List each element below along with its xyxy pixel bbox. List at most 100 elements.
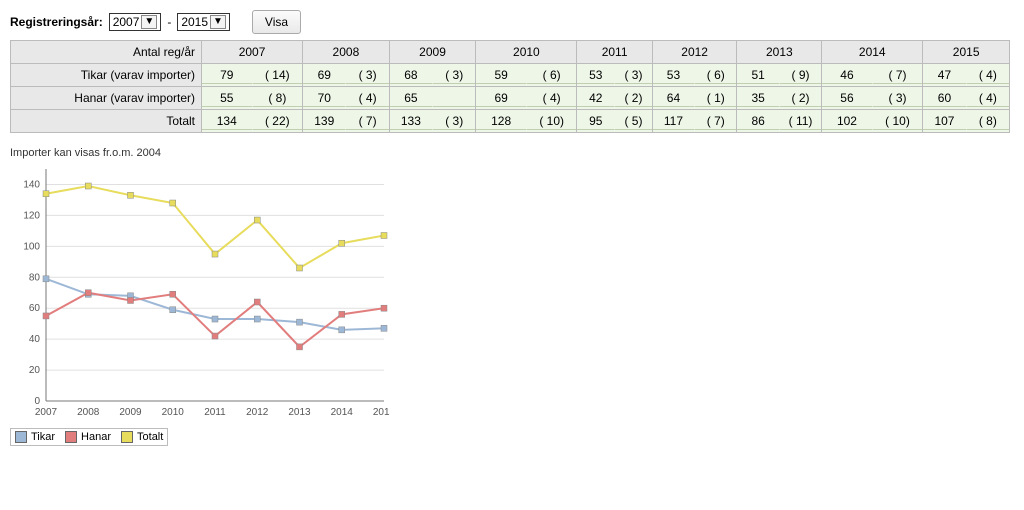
cell-import: ( 6) bbox=[527, 67, 577, 84]
year-from-value: 2007 bbox=[113, 15, 140, 29]
year-header: 2008 bbox=[303, 41, 390, 64]
cell-import: ( 1) bbox=[695, 90, 736, 107]
row-label: Hanar (varav importer) bbox=[11, 87, 202, 110]
year-header: 2007 bbox=[202, 41, 303, 64]
cell-value: 117 bbox=[653, 113, 695, 130]
cell-import: ( 14) bbox=[253, 67, 303, 84]
chart-svg: 0204060801001201402007200820092010201120… bbox=[10, 163, 390, 423]
cell-import: ( 7) bbox=[695, 113, 736, 130]
data-cell: 86( 11) bbox=[737, 110, 822, 133]
cell-value: 133 bbox=[390, 113, 433, 130]
cell-value: 86 bbox=[737, 113, 779, 130]
chevron-down-icon: ▼ bbox=[210, 15, 226, 29]
svg-text:80: 80 bbox=[29, 272, 41, 283]
svg-text:2015: 2015 bbox=[373, 407, 390, 418]
chart-legend: TikarHanarTotalt bbox=[10, 428, 168, 446]
year-header: 2013 bbox=[737, 41, 822, 64]
cell-import: ( 9) bbox=[780, 67, 821, 84]
cell-value: 139 bbox=[303, 113, 346, 130]
show-button[interactable]: Visa bbox=[252, 10, 301, 34]
year-to-value: 2015 bbox=[181, 15, 208, 29]
svg-text:40: 40 bbox=[29, 334, 41, 345]
cell-import: ( 5) bbox=[615, 113, 652, 130]
svg-text:2009: 2009 bbox=[119, 407, 142, 418]
cell-value: 134 bbox=[202, 113, 253, 130]
year-header: 2011 bbox=[577, 41, 652, 64]
data-cell: 53( 3) bbox=[577, 64, 652, 87]
legend-swatch bbox=[15, 431, 27, 443]
data-cell: 51( 9) bbox=[737, 64, 822, 87]
svg-text:140: 140 bbox=[23, 179, 40, 190]
legend-label: Tikar bbox=[31, 431, 55, 443]
cell-value: 107 bbox=[923, 113, 966, 130]
cell-import: ( 2) bbox=[780, 90, 821, 107]
cell-import: ( 8) bbox=[253, 90, 303, 107]
data-cell: 139( 7) bbox=[303, 110, 390, 133]
cell-value: 51 bbox=[737, 67, 779, 84]
cell-value: 53 bbox=[577, 67, 615, 84]
cell-import: ( 3) bbox=[873, 90, 923, 107]
cell-value: 69 bbox=[476, 90, 527, 107]
data-cell: 134( 22) bbox=[202, 110, 303, 133]
svg-text:100: 100 bbox=[23, 241, 40, 252]
cell-value: 128 bbox=[476, 113, 527, 130]
filter-controls: Registreringsår: 2007 ▼ - 2015 ▼ Visa bbox=[10, 10, 1014, 34]
registrations-chart: 0204060801001201402007200820092010201120… bbox=[10, 163, 390, 446]
cell-import: ( 3) bbox=[346, 67, 388, 84]
data-cell: 68( 3) bbox=[389, 64, 476, 87]
registrations-table: Antal reg/år 200720082009201020112012201… bbox=[10, 40, 1010, 133]
svg-text:2014: 2014 bbox=[331, 407, 354, 418]
cell-value: 55 bbox=[202, 90, 253, 107]
data-cell: 133( 3) bbox=[389, 110, 476, 133]
table-row: Tikar (varav importer)79( 14)69( 3)68( 3… bbox=[11, 64, 1010, 87]
data-cell: 53( 6) bbox=[652, 64, 737, 87]
cell-value: 79 bbox=[202, 67, 253, 84]
data-cell: 60( 4) bbox=[923, 87, 1010, 110]
cell-import bbox=[433, 90, 475, 107]
data-cell: 69( 3) bbox=[303, 64, 390, 87]
data-cell: 117( 7) bbox=[652, 110, 737, 133]
data-cell: 64( 1) bbox=[652, 87, 737, 110]
data-cell: 95( 5) bbox=[577, 110, 652, 133]
legend-swatch bbox=[121, 431, 133, 443]
cell-value: 64 bbox=[653, 90, 695, 107]
import-note: Importer kan visas fr.o.m. 2004 bbox=[10, 147, 1014, 159]
cell-value: 56 bbox=[822, 90, 873, 107]
cell-import: ( 3) bbox=[433, 113, 475, 130]
svg-text:2011: 2011 bbox=[204, 407, 226, 418]
cell-import: ( 2) bbox=[615, 90, 652, 107]
year-label: Registreringsår: bbox=[10, 15, 103, 29]
data-cell: 107( 8) bbox=[923, 110, 1010, 133]
row-label: Tikar (varav importer) bbox=[11, 64, 202, 87]
year-header: 2015 bbox=[923, 41, 1010, 64]
cell-value: 53 bbox=[653, 67, 695, 84]
year-from-select[interactable]: 2007 ▼ bbox=[109, 13, 162, 31]
row-label: Totalt bbox=[11, 110, 202, 133]
data-cell: 47( 4) bbox=[923, 64, 1010, 87]
svg-text:2013: 2013 bbox=[288, 407, 311, 418]
cell-value: 42 bbox=[577, 90, 615, 107]
data-cell: 128( 10) bbox=[476, 110, 577, 133]
chevron-down-icon: ▼ bbox=[141, 15, 157, 29]
svg-text:0: 0 bbox=[34, 396, 40, 407]
cell-import: ( 11) bbox=[780, 113, 821, 130]
legend-swatch bbox=[65, 431, 77, 443]
cell-value: 68 bbox=[390, 67, 433, 84]
data-cell: 70( 4) bbox=[303, 87, 390, 110]
year-dash: - bbox=[167, 15, 171, 29]
table-row: Totalt134( 22)139( 7)133( 3)128( 10)95( … bbox=[11, 110, 1010, 133]
data-cell: 46( 7) bbox=[822, 64, 923, 87]
cell-import: ( 7) bbox=[873, 67, 923, 84]
table-corner-header: Antal reg/år bbox=[11, 41, 202, 64]
data-cell: 56( 3) bbox=[822, 87, 923, 110]
data-cell: 59( 6) bbox=[476, 64, 577, 87]
year-to-select[interactable]: 2015 ▼ bbox=[177, 13, 230, 31]
data-cell: 69( 4) bbox=[476, 87, 577, 110]
year-header: 2014 bbox=[822, 41, 923, 64]
cell-import: ( 22) bbox=[253, 113, 303, 130]
table-row: Hanar (varav importer)55( 8)70( 4)6569( … bbox=[11, 87, 1010, 110]
legend-label: Totalt bbox=[137, 431, 163, 443]
cell-import: ( 4) bbox=[967, 67, 1009, 84]
cell-import: ( 8) bbox=[967, 113, 1009, 130]
data-cell: 42( 2) bbox=[577, 87, 652, 110]
